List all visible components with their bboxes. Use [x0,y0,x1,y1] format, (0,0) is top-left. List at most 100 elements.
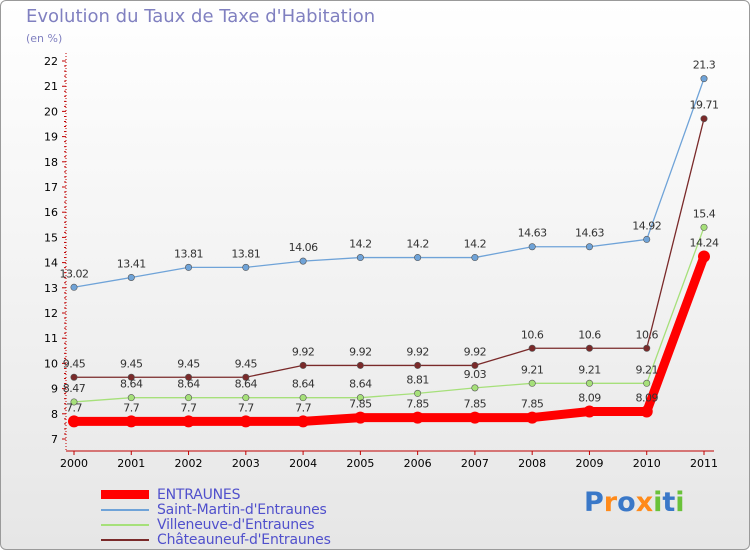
data-point [185,263,193,271]
data-label: 13.41 [117,257,146,270]
data-point [471,361,479,369]
data-point [414,361,422,369]
logo-letter: t [662,487,676,518]
data-label: 15.4 [693,207,716,220]
data-point [185,394,193,402]
data-labels: 7.7 7.7 7.7 7.7 7.7 7.85 7.85 7.85 7.85 8.09 8.09 1… [60,59,720,415]
data-label: 7.7 [181,401,197,414]
data-point [585,379,593,387]
data-label: 7.85 [521,398,544,411]
data-label: 9.92 [406,345,429,358]
logo-letter: x [635,487,654,518]
data-point [70,373,78,381]
data-label: 14.2 [464,238,487,251]
data-point [299,394,307,402]
axes: 7 8 9 10 11 12 13 14 15 16 17 18 19 20 21 22 2000 2001 200… [44,53,718,470]
data-point [411,411,424,424]
data-point [297,415,310,428]
data-label: 7.7 [123,401,139,414]
data-point [414,254,422,262]
data-label: 9.03 [464,368,487,381]
y-tick-label: 8 [51,408,58,421]
legend-item: Saint-Martin-d'Entraunes [101,501,331,518]
data-label: 14.2 [349,238,372,251]
series-line [73,118,705,378]
series-lines [68,75,710,428]
data-point [299,361,307,369]
data-point [700,115,708,123]
data-point [643,344,651,352]
data-label: 13.81 [174,247,203,260]
data-label: 8.09 [635,392,658,405]
x-tick-label: 2008 [518,457,546,470]
x-tick-label: 2006 [404,457,432,470]
data-label: 13.81 [231,247,260,260]
data-label: 7.7 [295,401,311,414]
data-label: 14.2 [406,238,429,251]
data-label: 19.71 [690,99,719,112]
series-line [73,77,705,288]
data-label: 8.64 [349,378,372,391]
data-label: 14.63 [518,227,547,240]
legend-swatch-villeneuve [101,523,149,526]
data-label: 8.09 [578,392,601,405]
chart-subtitle: (en %) [26,32,63,45]
y-tick-label: 16 [44,206,58,219]
data-label: 13.02 [60,267,89,280]
y-tick-label: 17 [44,181,58,194]
data-label: 9.45 [235,357,258,370]
legend-item: Villeneuve-d'Entraunes [101,517,331,533]
y-tick-label: 13 [44,282,58,295]
data-label: 9.21 [635,363,658,376]
y-tick-label: 15 [44,231,58,244]
data-label: 14.92 [632,219,661,232]
chart-title: Evolution du Taux de Taxe d'Habitation [26,6,376,27]
data-point [242,394,250,402]
data-point [643,379,651,387]
data-label: 9.92 [349,345,372,358]
data-label: 8.64 [292,378,315,391]
x-tick-label: 2002 [175,457,203,470]
data-label: 9.21 [578,363,601,376]
y-tick-label: 22 [44,55,58,68]
x-tick-label: 2007 [461,457,489,470]
data-label: 10.6 [578,328,601,341]
y-tick-label: 20 [44,105,58,118]
data-point [471,384,479,392]
data-label: 8.64 [120,378,143,391]
series-line [69,252,709,426]
data-label: 10.6 [521,328,544,341]
data-point [528,243,536,251]
logo-letter: i [653,487,663,518]
legend-swatch-saint-martin [101,508,149,511]
data-label: 9.45 [177,357,200,370]
data-label: 7.85 [464,398,487,411]
data-point [356,394,364,402]
data-label: 8.47 [63,382,86,395]
data-point [643,235,651,243]
data-point [299,257,307,265]
data-point [185,373,193,381]
y-tick-label: 7 [51,433,58,446]
data-point [526,411,539,424]
legend-label: Châteauneuf-d'Entraunes [157,531,331,548]
logo-letter: r [603,487,618,518]
data-point [356,361,364,369]
data-point [583,405,596,418]
x-tick-label: 2004 [289,457,317,470]
data-point [239,415,252,428]
y-tick-label: 19 [44,131,58,144]
data-label: 21.3 [693,59,716,72]
legend-swatch-entraunes [101,490,149,499]
data-label: 9.45 [120,357,143,370]
legend-label: Saint-Martin-d'Entraunes [157,501,327,518]
data-point [125,415,138,428]
data-point [127,394,135,402]
y-tick-label: 21 [44,80,58,93]
data-point [700,75,708,83]
data-label: 8.81 [406,373,429,386]
logo-letter: o [617,487,636,518]
data-label: 7.85 [406,398,429,411]
x-tick-label: 2009 [575,457,603,470]
